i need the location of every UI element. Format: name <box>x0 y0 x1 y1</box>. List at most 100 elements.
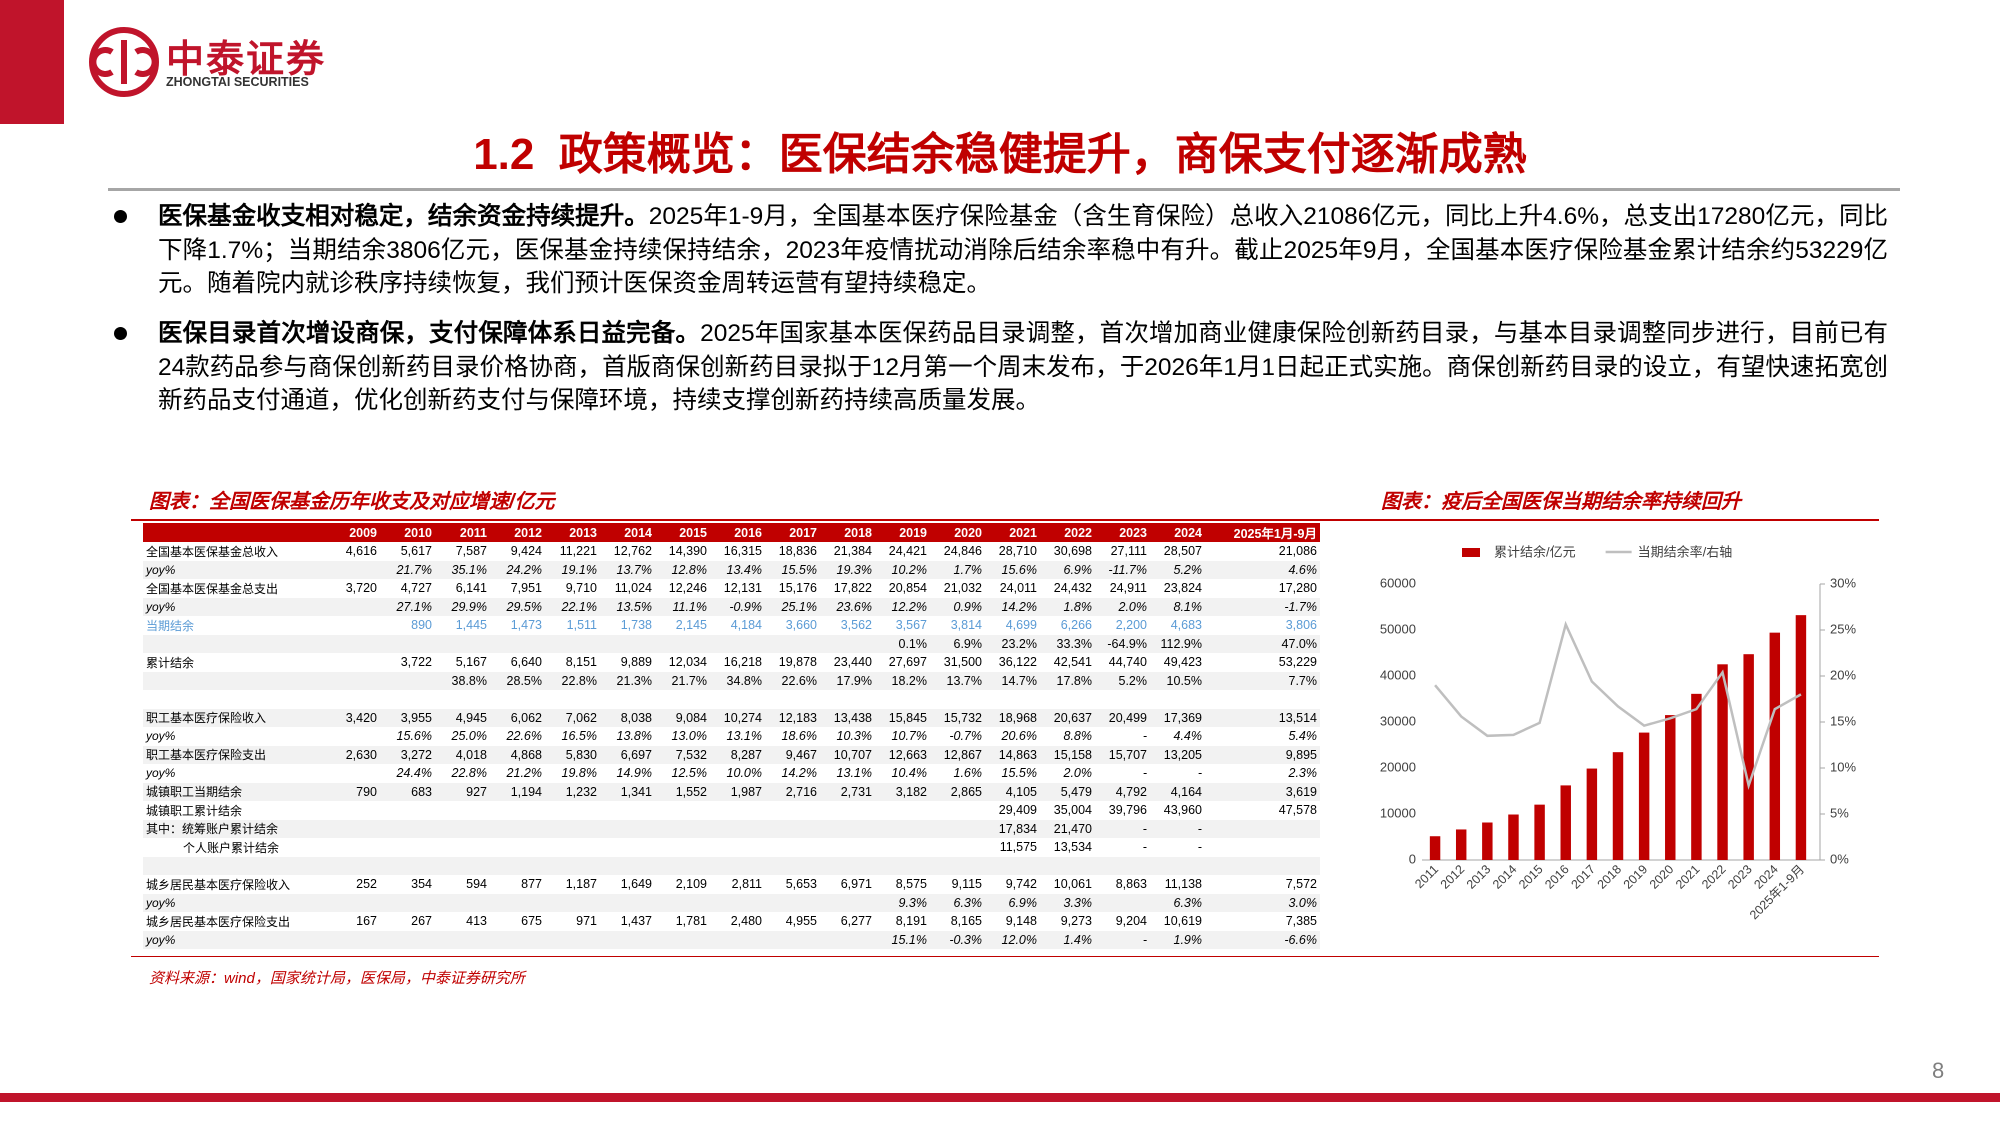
table-cell: 5.2% <box>1095 671 1150 690</box>
table-row: 全国基本医保基金总支出 3,720 4,727 6,141 7,951 9,710 11,0… <box>143 579 1320 598</box>
table-cell: 17,822 <box>833 581 872 596</box>
table-cell <box>655 930 710 949</box>
row-label: 城镇职工当期结余 <box>143 782 325 801</box>
table-cell: 23,440 <box>833 655 872 670</box>
table-cell: 29,409 <box>998 803 1037 818</box>
table-cell: 11.1% <box>655 597 710 616</box>
table-cell: 3.3% <box>1040 893 1095 912</box>
table-cell <box>380 838 435 857</box>
table-cell: 42,541 <box>1053 655 1092 670</box>
table-cell: 4,105 <box>985 782 1040 801</box>
column-header: 2011 <box>435 523 490 542</box>
row-label: yoy% <box>143 597 325 616</box>
table-row: 职工基本医疗保险支出 2,630 3,272 4,018 4,868 5,830 6,697… <box>143 745 1320 764</box>
bar <box>1769 632 1781 860</box>
table-cell: 4.4% <box>1173 729 1203 744</box>
table-cell: 4,945 <box>435 708 490 727</box>
table-row: 城乡居民基本医疗保险支出 167 267 413 675 971 1,437 1,781 2,4… <box>143 912 1320 931</box>
table-cell <box>435 819 490 838</box>
table-cell: 17.9% <box>820 671 875 690</box>
table-cell: 2.0% <box>1063 766 1093 781</box>
table-cell <box>490 634 545 653</box>
table-cell: 1,194 <box>490 782 545 801</box>
table-cell: 7,951 <box>510 581 542 596</box>
table-cell: 35,004 <box>1053 803 1092 818</box>
table-cell: 5,830 <box>545 745 600 764</box>
bar <box>1795 615 1807 860</box>
bar <box>1717 664 1728 860</box>
table-cell <box>710 893 765 912</box>
table-cell <box>930 690 985 709</box>
table-cell <box>875 838 930 857</box>
table-cell: 4,792 <box>1095 782 1150 801</box>
table-cell: 8,191 <box>895 914 927 929</box>
table-cell: 8,165 <box>950 914 982 929</box>
logo-subtext: ZHONGTAI SECURITIES <box>166 75 309 89</box>
table-cell: 7.7% <box>1205 671 1320 690</box>
table-cell: 10.4% <box>891 766 927 781</box>
table-cell: 167 <box>356 914 377 929</box>
table-cell <box>1095 893 1150 912</box>
row-label: 城乡居民基本医疗保险收入 <box>146 877 291 892</box>
table-cell: 18,836 <box>778 544 817 559</box>
table-cell: 21,086 <box>1278 544 1317 559</box>
table-cell: 3,720 <box>345 581 377 596</box>
table-cell: 1.8% <box>1040 597 1095 616</box>
table-cell: 0.9% <box>930 597 985 616</box>
x-tick-label: 2017 <box>1568 862 1598 892</box>
x-tick-label: 2012 <box>1438 862 1468 892</box>
column-header: 2025年1月-9月 <box>1205 523 1320 542</box>
header-cell <box>143 523 325 542</box>
table-cell: 3,567 <box>895 618 927 633</box>
table-cell: 23,824 <box>1163 581 1202 596</box>
chart: 0 10000 20000 30000 40000 50000 60000 0% 5% 10% 15… <box>1380 544 1857 922</box>
table-cell: 25.1% <box>765 597 820 616</box>
table-cell: 2.0% <box>1095 597 1150 616</box>
table-cell: 34.8% <box>710 671 765 690</box>
table-cell: 5,167 <box>455 655 487 670</box>
column-header: 2021 <box>985 523 1040 542</box>
table-cell: 3,272 <box>380 745 435 764</box>
table-cell: 5,479 <box>1040 782 1095 801</box>
table-cell: - <box>1142 729 1147 744</box>
table-cell: 6,971 <box>840 877 872 892</box>
table-cell: 13.8% <box>616 729 652 744</box>
table-cell: 4,868 <box>490 745 545 764</box>
column-header: 2015 <box>655 523 710 542</box>
table-cell <box>820 856 875 875</box>
table-cell: 10.2% <box>875 560 930 579</box>
bar <box>1612 752 1624 860</box>
table-cell: 890 <box>411 618 432 633</box>
table-cell <box>325 819 380 838</box>
table-cell <box>325 801 380 820</box>
table-cell <box>1205 690 1320 709</box>
table-cell: 21.7% <box>655 671 710 690</box>
table-cell: 9,084 <box>655 708 710 727</box>
table-cell <box>325 893 380 912</box>
table-cell: 15,732 <box>930 708 985 727</box>
table-cell: 18.6% <box>781 729 817 744</box>
table-cell: 12,663 <box>875 745 930 764</box>
table-cell <box>765 634 820 653</box>
table-cell: 4,699 <box>1005 618 1037 633</box>
table-cell: 8,038 <box>600 708 655 727</box>
table-cell <box>600 930 655 949</box>
y-tick-label: 50000 <box>1380 621 1416 636</box>
row-label: 职工基本医疗保险收入 <box>143 708 325 727</box>
table-cell: 17,369 <box>1150 708 1205 727</box>
bullet: 医保目录首次增设商保，支付保障体系日益完备。2025年国家基本医保药品目录调整，… <box>108 317 1888 418</box>
table-cell: 7,587 <box>455 544 487 559</box>
table-cell: 2,200 <box>1115 618 1147 633</box>
table-cell <box>1095 856 1150 875</box>
column-header: 2023 <box>1095 523 1150 542</box>
table-cell: 14.2% <box>781 766 817 781</box>
table-cell: 16.5% <box>561 729 597 744</box>
table-cell <box>1095 690 1150 709</box>
table-cell: 24,846 <box>943 544 982 559</box>
table-row: 个人账户累计结余 11,575 13,534 - - <box>143 838 1320 857</box>
y2-tick-label: 25% <box>1830 621 1856 636</box>
table-cell: 13.7% <box>930 671 985 690</box>
table-cell: 8,863 <box>1115 877 1147 892</box>
table-cell: 28.5% <box>490 671 545 690</box>
page-number: 8 <box>1932 1058 1945 1083</box>
